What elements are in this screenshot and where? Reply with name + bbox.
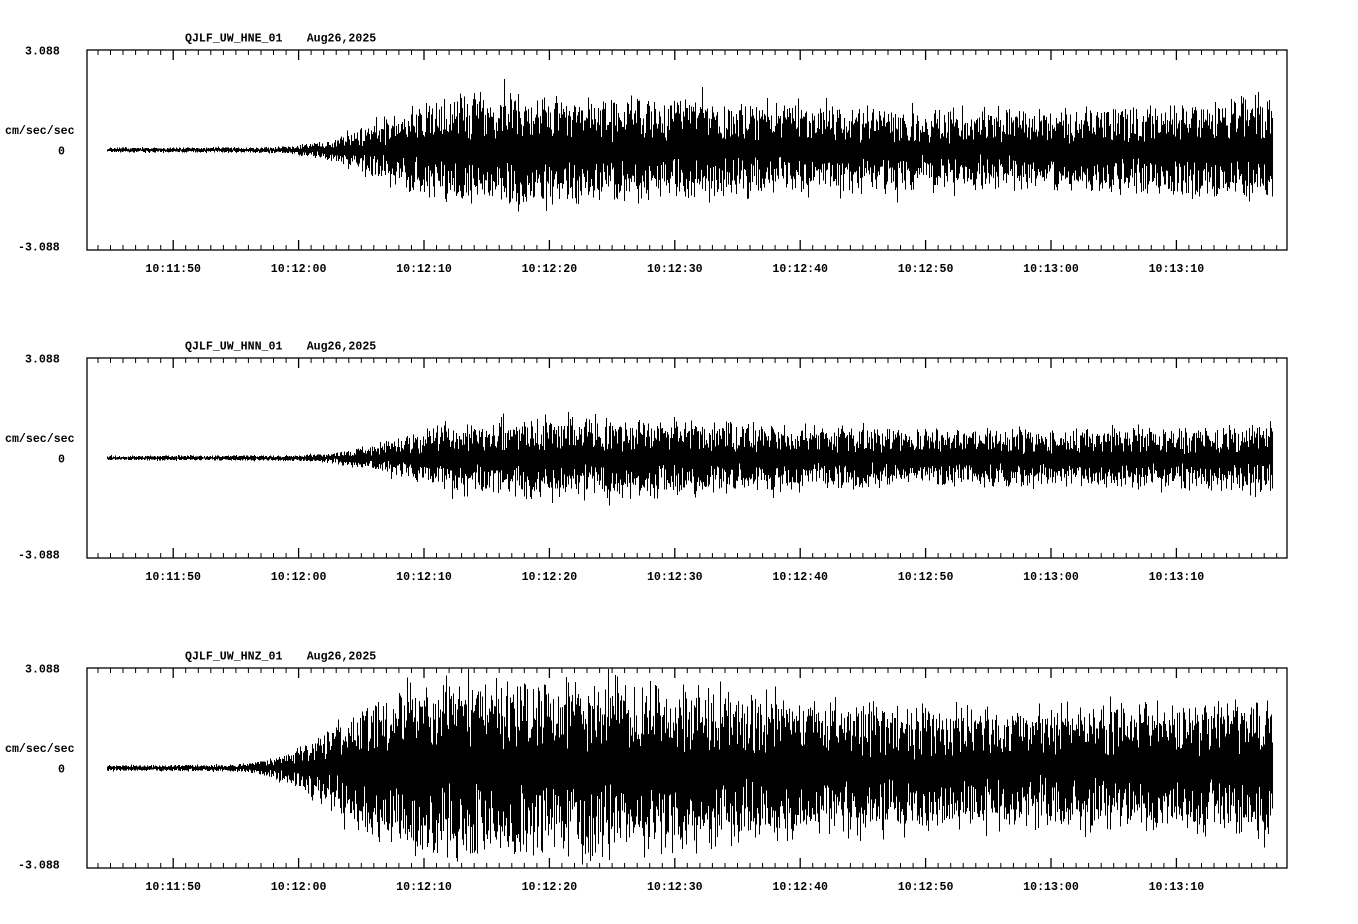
svg-text:10:12:30: 10:12:30 xyxy=(647,263,703,276)
svg-text:10:13:00: 10:13:00 xyxy=(1023,571,1079,584)
svg-text:10:13:10: 10:13:10 xyxy=(1149,263,1205,276)
svg-text:10:13:10: 10:13:10 xyxy=(1149,881,1205,894)
svg-text:10:11:50: 10:11:50 xyxy=(145,881,201,894)
svg-text:10:13:00: 10:13:00 xyxy=(1023,881,1079,894)
svg-text:10:12:10: 10:12:10 xyxy=(396,881,452,894)
svg-text:3.088: 3.088 xyxy=(25,45,60,58)
svg-text:10:12:50: 10:12:50 xyxy=(898,571,954,584)
svg-text:10:11:50: 10:11:50 xyxy=(145,571,201,584)
svg-text:10:12:30: 10:12:30 xyxy=(647,571,703,584)
svg-text:QJLF_UW_HNE_01: QJLF_UW_HNE_01 xyxy=(185,33,282,46)
svg-text:10:11:50: 10:11:50 xyxy=(145,263,201,276)
svg-text:0: 0 xyxy=(58,146,65,159)
svg-text:QJLF_UW_HNN_01: QJLF_UW_HNN_01 xyxy=(185,341,282,354)
svg-text:10:12:20: 10:12:20 xyxy=(522,263,578,276)
svg-text:10:13:00: 10:13:00 xyxy=(1023,263,1079,276)
svg-text:10:12:20: 10:12:20 xyxy=(522,881,578,894)
svg-text:10:12:40: 10:12:40 xyxy=(772,263,828,276)
svg-text:10:12:00: 10:12:00 xyxy=(271,263,327,276)
svg-text:Aug26,2025: Aug26,2025 xyxy=(307,341,377,354)
svg-text:10:12:40: 10:12:40 xyxy=(772,881,828,894)
svg-text:-3.088: -3.088 xyxy=(18,549,60,562)
svg-text:10:12:50: 10:12:50 xyxy=(898,263,954,276)
svg-text:cm/sec/sec: cm/sec/sec xyxy=(5,743,75,756)
svg-text:3.088: 3.088 xyxy=(25,663,60,676)
svg-text:3.088: 3.088 xyxy=(25,353,60,366)
svg-text:10:12:00: 10:12:00 xyxy=(271,571,327,584)
svg-text:Aug26,2025: Aug26,2025 xyxy=(307,651,377,664)
svg-text:-3.088: -3.088 xyxy=(18,859,60,872)
svg-text:10:12:10: 10:12:10 xyxy=(396,263,452,276)
svg-text:0: 0 xyxy=(58,764,65,777)
svg-text:cm/sec/sec: cm/sec/sec xyxy=(5,433,75,446)
svg-text:10:12:30: 10:12:30 xyxy=(647,881,703,894)
svg-text:0: 0 xyxy=(58,454,65,467)
svg-text:Aug26,2025: Aug26,2025 xyxy=(307,33,377,46)
svg-text:10:12:50: 10:12:50 xyxy=(898,881,954,894)
svg-text:QJLF_UW_HNZ_01: QJLF_UW_HNZ_01 xyxy=(185,651,282,664)
svg-text:-3.088: -3.088 xyxy=(18,241,60,254)
svg-text:10:12:00: 10:12:00 xyxy=(271,881,327,894)
svg-text:10:13:10: 10:13:10 xyxy=(1149,571,1205,584)
svg-text:cm/sec/sec: cm/sec/sec xyxy=(5,125,75,138)
svg-text:10:12:20: 10:12:20 xyxy=(522,571,578,584)
svg-text:10:12:10: 10:12:10 xyxy=(396,571,452,584)
svg-text:10:12:40: 10:12:40 xyxy=(772,571,828,584)
